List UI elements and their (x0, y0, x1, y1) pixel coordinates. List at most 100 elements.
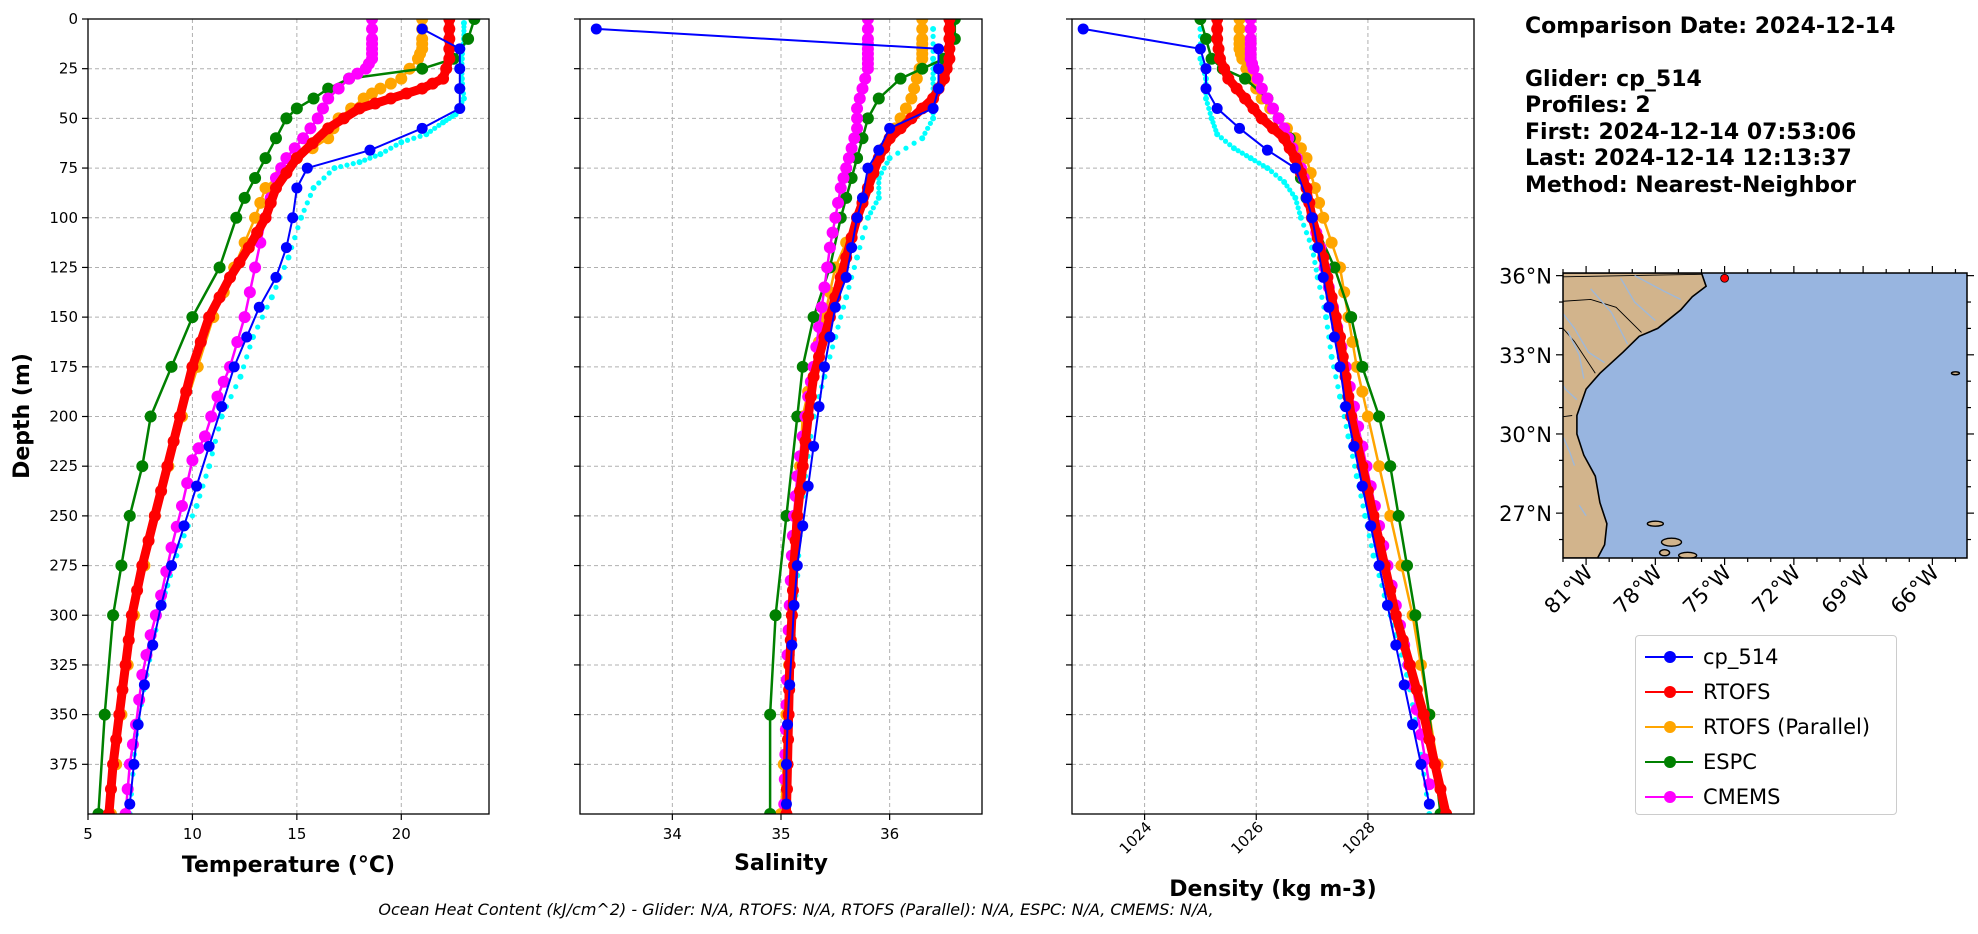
series-point-rtofs-parallel (1308, 181, 1321, 194)
legend-item-rtofs: RTOFS (1636, 677, 1770, 707)
series-point-cp-514 (1423, 798, 1435, 810)
glider-raw-point (1337, 393, 1343, 400)
series-point-cmems (840, 162, 853, 175)
y-tick-label: 100 (49, 209, 78, 227)
series-point-cp-514 (1348, 440, 1360, 452)
series-rtofs (102, 19, 456, 814)
glider-raw-point (827, 354, 833, 360)
series-point-rtofs (943, 32, 956, 45)
glider-raw-point (1335, 384, 1341, 390)
glider-raw-point (255, 324, 261, 330)
series-point-cp-514 (873, 144, 885, 156)
series-point-rtofs (1211, 32, 1224, 45)
glider-raw-point (1368, 543, 1375, 549)
series-point-cmems (316, 102, 329, 115)
series-point-espc (249, 172, 262, 184)
x-tick-label: 1026 (1227, 818, 1267, 858)
map-lat-label: 30°N (1499, 423, 1552, 447)
glider-raw-point (404, 137, 411, 143)
glider-raw-point (189, 513, 196, 519)
series-point-cmems (186, 454, 199, 467)
glider-raw-point (1284, 183, 1290, 189)
glider-name: Glider: cp_514 (1525, 66, 1702, 92)
series-point-rtofs (1384, 584, 1397, 597)
y-tick-label: 375 (49, 755, 78, 773)
series-point-rtofs (116, 683, 129, 696)
glider-raw-point (338, 163, 344, 170)
series-cp-514 (124, 23, 466, 810)
series-point-cp-514 (862, 162, 874, 174)
series-point-espc (259, 152, 272, 165)
glider-raw-point (1203, 95, 1209, 102)
glider-raw-point (203, 473, 209, 479)
glider-raw-point (875, 194, 882, 201)
glider-raw-point (301, 207, 307, 213)
series-point-rtofs (1247, 102, 1260, 115)
series-point-rtofs-parallel (1234, 47, 1247, 60)
glider-raw-point (443, 117, 449, 123)
glider-raw-point (1323, 314, 1330, 321)
series-point-cp-514 (840, 271, 852, 283)
series-point-rtofs (264, 196, 277, 209)
series-point-cp-514 (416, 23, 428, 35)
glider-raw-point (298, 214, 305, 221)
series-point-espc (1200, 32, 1212, 45)
series-point-rtofs-parallel (416, 37, 429, 50)
glider-raw-point (1353, 473, 1360, 480)
series-point-rtofs (1211, 22, 1224, 35)
glider-raw-point (197, 493, 203, 499)
series-point-cp-514 (454, 83, 466, 95)
glider-raw-point (388, 145, 394, 151)
series-point-espc (1345, 311, 1358, 324)
island (1658, 549, 1671, 557)
series-point-rtofs (269, 181, 282, 194)
map-lat-label: 27°N (1499, 502, 1552, 526)
series-point-cmems (826, 226, 839, 239)
series-point-cp-514 (416, 122, 428, 134)
glider-raw-point (1264, 165, 1271, 172)
series-point-cp-514 (933, 83, 945, 95)
series-point-cmems (332, 82, 345, 95)
series-point-cmems (1255, 82, 1268, 95)
glider-raw-point (344, 162, 350, 168)
series-point-rtofs (443, 22, 456, 35)
glider-raw-point (1292, 194, 1299, 201)
series-point-cp-514 (191, 480, 203, 492)
series-point-cp-514 (228, 361, 240, 373)
series-point-espc (769, 609, 782, 622)
glider-raw-point (868, 210, 874, 216)
glider-raw-point (930, 55, 937, 62)
glider-raw-point (247, 344, 253, 350)
series-point-rtofs-parallel (1384, 509, 1397, 522)
glider-raw-point (295, 225, 301, 231)
glider-raw-point (1227, 142, 1233, 148)
series-point-rtofs-parallel (905, 92, 918, 105)
glider-raw-point (930, 115, 937, 122)
glider-raw-point (1319, 294, 1325, 300)
series-point-rtofs (1239, 92, 1252, 105)
profile-panel-1: 0 25 50 75 100 125 150 175 200 225 250 275 300 325 350… (10, 10, 490, 878)
series-point-rtofs (796, 460, 809, 473)
series-point-cp-514 (1261, 144, 1273, 156)
series-point-rtofs (119, 658, 132, 671)
series-point-cmems (1244, 22, 1257, 35)
series-point-rtofs (1329, 311, 1342, 324)
y-tick-label: 250 (49, 507, 78, 525)
series-point-rtofs (337, 112, 350, 125)
glider-raw-point (356, 159, 363, 166)
glider-raw-point (193, 502, 200, 509)
series-point-espc (213, 261, 226, 274)
series-point-cp-514 (166, 560, 178, 572)
series-point-cp-514 (132, 719, 144, 731)
series-point-rtofs (785, 609, 798, 622)
river (1634, 274, 1682, 301)
series-point-rtofs (142, 534, 155, 547)
series-point-rtofs (1267, 122, 1279, 135)
glider-raw-point (854, 254, 861, 261)
x-axis-label: Temperature (°C) (182, 853, 395, 878)
glider-raw-point (870, 205, 876, 211)
legend-item-espc: ESPC (1636, 747, 1757, 777)
glider-raw-point (843, 294, 850, 301)
series-point-rtofs-parallel (414, 47, 427, 60)
series-point-cp-514 (813, 401, 825, 413)
